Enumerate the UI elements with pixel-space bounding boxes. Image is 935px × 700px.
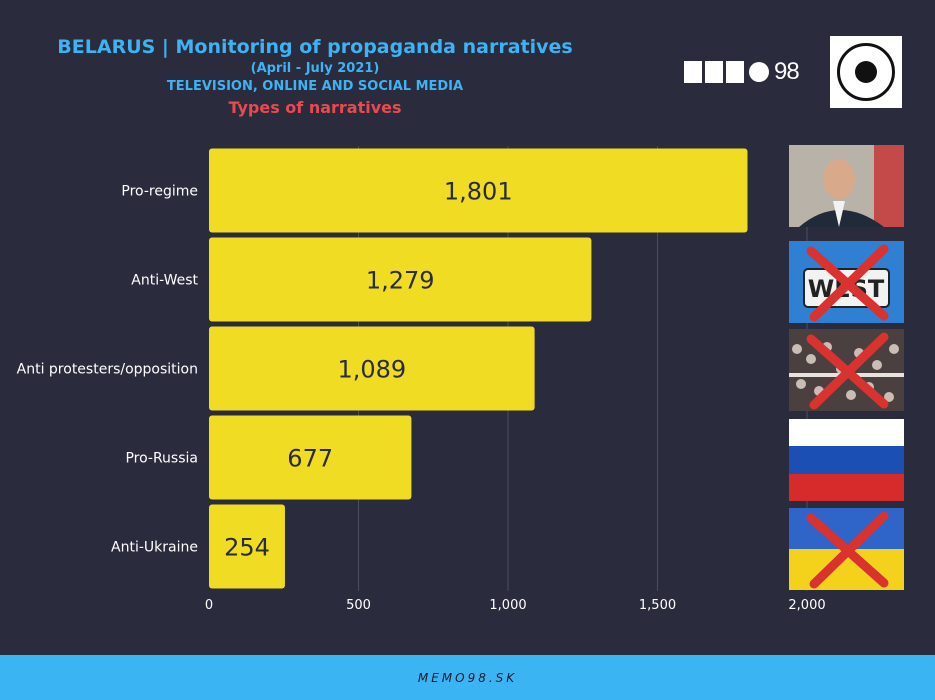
bar — [209, 326, 535, 411]
crossed-west-sign-icon: WEST — [789, 241, 904, 323]
x-tick-label: 1,500 — [639, 598, 676, 613]
bar — [209, 237, 592, 322]
category-label: Pro-Russia — [125, 451, 198, 467]
thumb-pro-regime — [789, 145, 904, 227]
thumb-pro-russia — [789, 419, 904, 501]
memo98-logo: 98 — [684, 58, 800, 86]
crossed-crowd-icon — [789, 329, 904, 411]
logo-block-m — [684, 61, 702, 83]
chart-title: BELARUS | Monitoring of propaganda narra… — [57, 36, 573, 58]
category-label: Anti-Ukraine — [111, 540, 198, 556]
thumb-anti-west: WEST — [789, 241, 904, 323]
value-label: 1,801 — [444, 178, 513, 206]
thumb-anti-ukraine — [789, 508, 904, 590]
russia-flag-icon — [789, 419, 904, 501]
journalists-association-seal — [830, 36, 902, 108]
portrait-photo-icon — [789, 145, 904, 227]
logo-block-m2 — [726, 61, 744, 83]
bar — [209, 148, 748, 233]
thumb-anti-protesters — [789, 329, 904, 411]
seal-emblem-icon — [855, 61, 877, 83]
crossed-ukraine-flag-icon — [789, 508, 904, 590]
logo-block-e — [705, 61, 723, 83]
bar-chart: 0 500 1,000 1,500 2,000 Pro-regime 1,801 Anti-W… — [17, 146, 826, 613]
chart-header: BELARUS | Monitoring of propaganda narra… — [0, 36, 630, 117]
value-label: 1,279 — [366, 267, 435, 295]
footer-url[interactable]: MEMO98.SK — [417, 670, 518, 685]
logo-number: 98 — [774, 58, 800, 85]
value-label: 677 — [287, 445, 333, 473]
x-tick-label: 0 — [205, 598, 213, 613]
value-label: 254 — [224, 534, 270, 562]
bar — [209, 415, 412, 500]
chart-period: (April - July 2021) — [250, 61, 380, 76]
category-label: Pro-regime — [121, 184, 198, 200]
chart-media: TELEVISION, ONLINE AND SOCIAL MEDIA — [166, 79, 464, 94]
category-label: Anti protesters/opposition — [17, 362, 198, 378]
logo-circle — [749, 62, 769, 82]
seal-ring — [837, 43, 895, 101]
category-label: Anti-West — [131, 273, 198, 289]
footer-bar: MEMO98.SK — [0, 655, 935, 700]
x-tick-label: 500 — [346, 598, 371, 613]
x-tick-label: 2,000 — [788, 598, 825, 613]
bar — [209, 504, 285, 589]
chart-subtitle: Types of narratives — [228, 98, 402, 117]
x-tick-label: 1,000 — [489, 598, 526, 613]
value-label: 1,089 — [337, 356, 406, 384]
